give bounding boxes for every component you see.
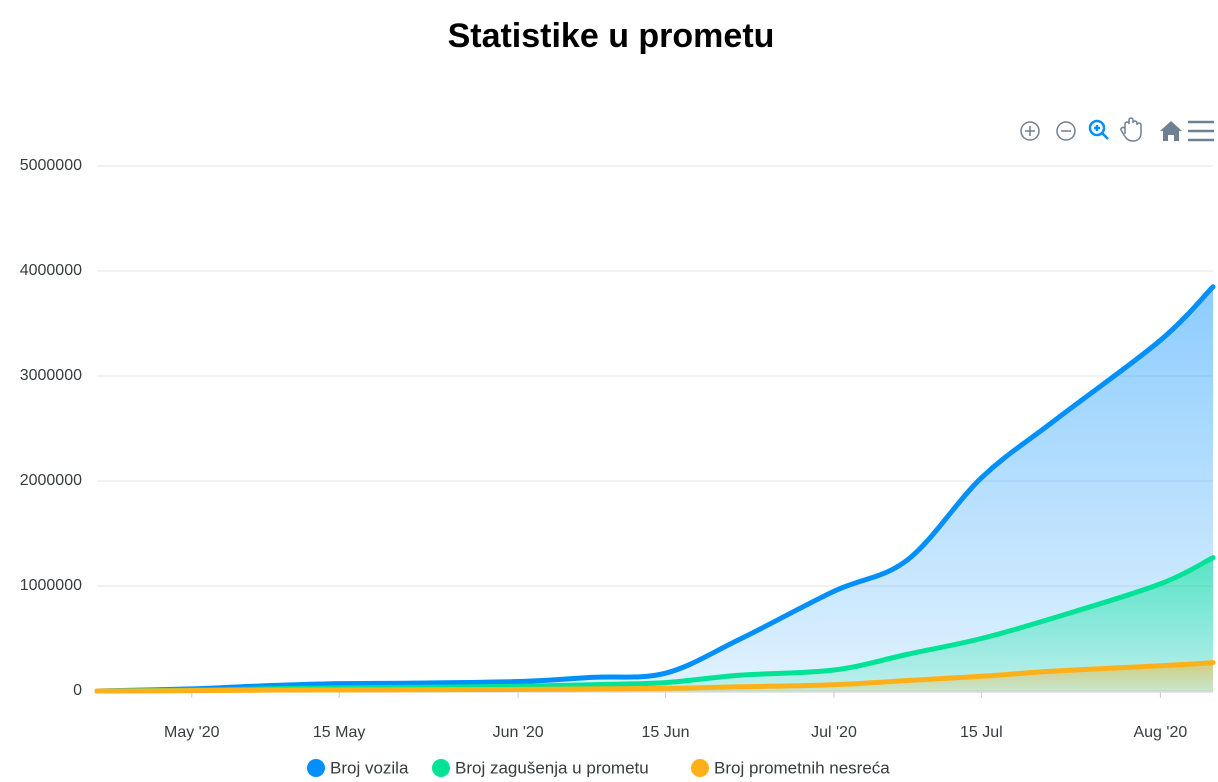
y-tick-label: 3000000 [20,367,82,384]
pan-button[interactable] [1120,117,1142,142]
series-area [97,557,1213,691]
chart-title: Statistike u prometu [448,17,775,55]
y-tick-label: 5000000 [20,157,82,174]
menu-button[interactable] [1188,120,1214,142]
zoom-out-button[interactable] [1056,121,1076,141]
x-tick-label: 15 Jun [642,724,690,741]
toolbar [1020,117,1214,142]
x-tick-label: Jun '20 [493,724,544,741]
y-tick-label: 4000000 [20,262,82,279]
legend-marker [691,759,709,777]
series-area [97,662,1213,691]
legend-label: Broj vozila [330,758,409,777]
x-tick-label: 15 May [313,724,365,741]
y-tick-label: 0 [73,682,82,699]
zoom-button[interactable] [1088,119,1109,140]
series-line [94,284,1216,694]
legend-marker [432,759,450,777]
series-line [94,660,1216,694]
x-tick-label: Jul '20 [811,724,857,741]
zoom-in-button[interactable] [1020,121,1040,141]
y-tick-label: 1000000 [20,577,82,594]
y-tick-label: 2000000 [20,472,82,489]
legend-label: Broj prometnih nesreća [714,758,890,777]
legend-marker [307,759,325,777]
reset-button[interactable] [1160,121,1182,141]
legend-label: Broj zagušenja u prometu [455,758,649,777]
x-tick-label: 15 Jul [960,724,1003,741]
x-tick-label: May '20 [164,724,220,741]
x-tick-label: Aug '20 [1133,724,1187,741]
series-area [97,286,1213,691]
